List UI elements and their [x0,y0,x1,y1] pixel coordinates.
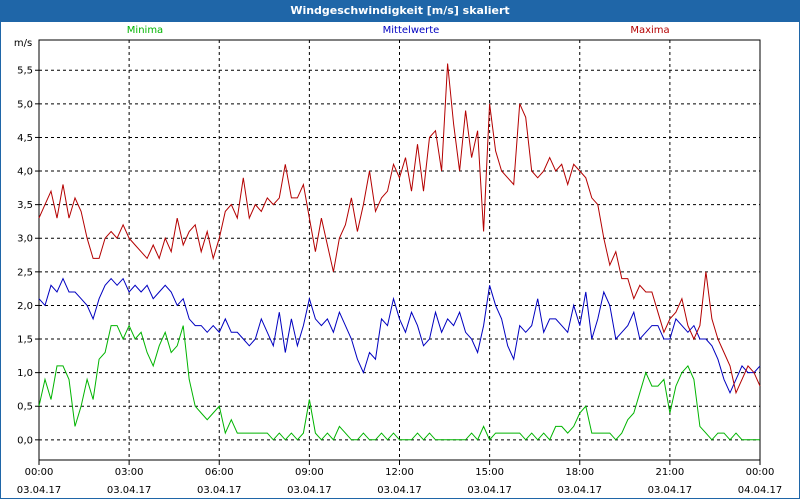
plot-area-border [38,39,761,461]
x-tick-date-label: 03.04.17 [107,485,152,496]
x-tick-time-label: 21:00 [655,467,684,478]
legend-entry-minima: Minima [127,25,163,36]
y-tick-label: 0,5 [17,402,33,413]
y-axis-unit-label: m/s [14,38,32,49]
legend-entry-mittelwerte: Mittelwerte [383,25,440,36]
x-tick-date-label: 03.04.17 [648,485,693,496]
legend: Minima Mittelwerte Maxima [127,25,670,36]
x-tick-time-label: 09:00 [295,467,324,478]
y-tick-label: 3,0 [17,234,33,245]
x-tick-date-label: 03.04.17 [287,485,332,496]
y-tick-label: 4,5 [17,133,33,144]
x-tick-time-label: 15:00 [475,467,504,478]
grid [38,40,761,460]
legend-entry-maxima: Maxima [630,25,669,36]
x-tick-date-label: 03.04.17 [377,485,422,496]
axes [35,39,761,465]
y-tick-label: 4,0 [17,167,33,178]
series-line-maxima [38,63,761,395]
x-tick-time-label: 06:00 [205,467,234,478]
x-tick-date-label: 03.04.17 [17,485,62,496]
y-tick-label: 5,5 [17,66,33,77]
x-tick-time-label: 00:00 [25,467,54,478]
series-line-minima [38,324,760,441]
x-tick-date-label: 04.04.17 [738,485,783,496]
series-lines [38,63,761,441]
y-tick-label: 0,0 [17,435,33,446]
series-line-mittelwerte [38,277,761,395]
x-tick-time-label: 18:00 [565,467,594,478]
x-tick-date-label: 03.04.17 [557,485,602,496]
y-tick-label: 1,0 [17,368,33,379]
x-tick-date-label: 03.04.17 [467,485,512,496]
window-title: Windgeschwindigkeit [m/s] skaliert [0,0,800,22]
y-tick-label: 1,5 [17,335,33,346]
x-tick-time-label: 12:00 [385,467,414,478]
x-tick-date-label: 03.04.17 [197,485,242,496]
x-tick-time-label: 00:00 [746,467,775,478]
x-tick-time-label: 03:00 [115,467,144,478]
y-tick-label: 2,0 [17,301,33,312]
tick-labels: 0,0 0,5 1,0 1,5 2,0 2,5 3,0 3,5 4,0 4,5 5,0 5,5 00:0… [14,38,782,496]
y-tick-label: 3,5 [17,200,33,211]
y-tick-label: 2,5 [17,267,33,278]
y-tick-label: 5,0 [17,99,33,110]
